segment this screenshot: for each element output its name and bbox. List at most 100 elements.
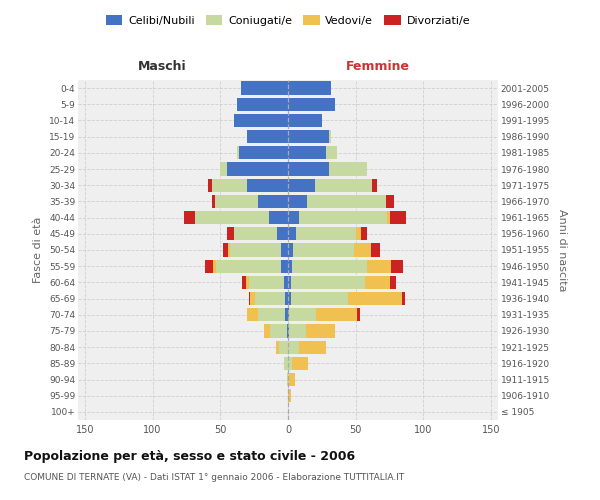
Bar bbox=[194, 211, 269, 224]
Bar bbox=[347, 292, 402, 305]
Bar bbox=[289, 308, 316, 322]
Bar bbox=[296, 227, 356, 240]
Bar bbox=[246, 276, 249, 289]
Bar bbox=[365, 276, 389, 289]
Bar bbox=[291, 292, 347, 305]
Bar bbox=[288, 146, 326, 160]
Bar bbox=[288, 292, 291, 305]
Bar bbox=[372, 178, 377, 192]
Bar bbox=[285, 308, 288, 322]
Bar bbox=[288, 340, 299, 354]
Bar bbox=[288, 178, 315, 192]
Bar bbox=[292, 356, 308, 370]
Legend: Celibi/Nubili, Coniugati/e, Vedovi/e, Divorziati/e: Celibi/Nubili, Coniugati/e, Vedovi/e, Di… bbox=[101, 11, 475, 30]
Bar bbox=[278, 340, 288, 354]
Bar bbox=[299, 340, 326, 354]
Text: Popolazione per età, sesso e stato civile - 2006: Popolazione per età, sesso e stato civil… bbox=[24, 450, 355, 463]
Bar bbox=[288, 389, 291, 402]
Bar bbox=[249, 292, 250, 305]
Bar bbox=[205, 260, 214, 273]
Bar bbox=[326, 146, 337, 160]
Bar bbox=[386, 195, 394, 208]
Bar bbox=[356, 227, 361, 240]
Bar bbox=[212, 195, 215, 208]
Bar bbox=[220, 162, 227, 175]
Bar bbox=[288, 82, 331, 94]
Bar bbox=[227, 227, 234, 240]
Bar bbox=[234, 227, 277, 240]
Bar bbox=[288, 195, 307, 208]
Bar bbox=[208, 178, 212, 192]
Bar bbox=[315, 178, 372, 192]
Y-axis label: Anni di nascita: Anni di nascita bbox=[557, 208, 566, 291]
Bar bbox=[212, 178, 247, 192]
Bar bbox=[184, 211, 194, 224]
Bar bbox=[236, 146, 239, 160]
Bar bbox=[288, 324, 289, 338]
Bar bbox=[215, 195, 258, 208]
Bar bbox=[361, 227, 367, 240]
Bar bbox=[288, 114, 322, 127]
Text: Maschi: Maschi bbox=[137, 60, 187, 72]
Bar bbox=[216, 260, 281, 273]
Bar bbox=[391, 260, 403, 273]
Bar bbox=[285, 292, 288, 305]
Bar bbox=[355, 244, 371, 256]
Bar bbox=[288, 98, 335, 111]
Bar bbox=[276, 340, 278, 354]
Bar bbox=[289, 373, 295, 386]
Bar bbox=[249, 276, 284, 289]
Bar bbox=[288, 162, 329, 175]
Bar bbox=[247, 308, 258, 322]
Bar bbox=[236, 98, 288, 111]
Bar bbox=[214, 260, 216, 273]
Bar bbox=[281, 260, 288, 273]
Bar bbox=[284, 276, 288, 289]
Bar bbox=[329, 162, 367, 175]
Bar bbox=[367, 260, 391, 273]
Bar bbox=[271, 324, 287, 338]
Bar bbox=[387, 211, 389, 224]
Bar bbox=[357, 308, 360, 322]
Bar bbox=[223, 244, 229, 256]
Bar bbox=[258, 195, 288, 208]
Bar bbox=[288, 260, 292, 273]
Bar bbox=[239, 146, 288, 160]
Bar bbox=[291, 276, 365, 289]
Bar bbox=[250, 292, 256, 305]
Bar bbox=[277, 227, 288, 240]
Bar bbox=[389, 211, 406, 224]
Bar bbox=[247, 178, 288, 192]
Bar bbox=[288, 276, 291, 289]
Bar bbox=[256, 292, 285, 305]
Bar bbox=[230, 244, 281, 256]
Bar bbox=[299, 211, 387, 224]
Bar bbox=[287, 373, 288, 386]
Bar bbox=[288, 227, 296, 240]
Bar bbox=[229, 244, 230, 256]
Y-axis label: Fasce di età: Fasce di età bbox=[34, 217, 43, 283]
Bar bbox=[288, 373, 289, 386]
Text: COMUNE DI TERNATE (VA) - Dati ISTAT 1° gennaio 2006 - Elaborazione TUTTITALIA.IT: COMUNE DI TERNATE (VA) - Dati ISTAT 1° g… bbox=[24, 472, 404, 482]
Bar bbox=[288, 356, 292, 370]
Bar bbox=[389, 276, 397, 289]
Bar bbox=[247, 130, 288, 143]
Text: Femmine: Femmine bbox=[346, 60, 410, 72]
Bar bbox=[371, 244, 380, 256]
Bar bbox=[292, 260, 367, 273]
Bar bbox=[258, 308, 285, 322]
Bar bbox=[234, 114, 288, 127]
Bar bbox=[402, 292, 404, 305]
Bar bbox=[305, 324, 335, 338]
Bar bbox=[281, 244, 288, 256]
Bar bbox=[293, 244, 355, 256]
Bar bbox=[307, 195, 386, 208]
Bar bbox=[329, 130, 331, 143]
Bar bbox=[242, 276, 246, 289]
Bar bbox=[288, 244, 293, 256]
Bar bbox=[263, 324, 271, 338]
Bar bbox=[241, 82, 288, 94]
Bar bbox=[288, 211, 299, 224]
Bar bbox=[227, 162, 288, 175]
Bar bbox=[269, 211, 288, 224]
